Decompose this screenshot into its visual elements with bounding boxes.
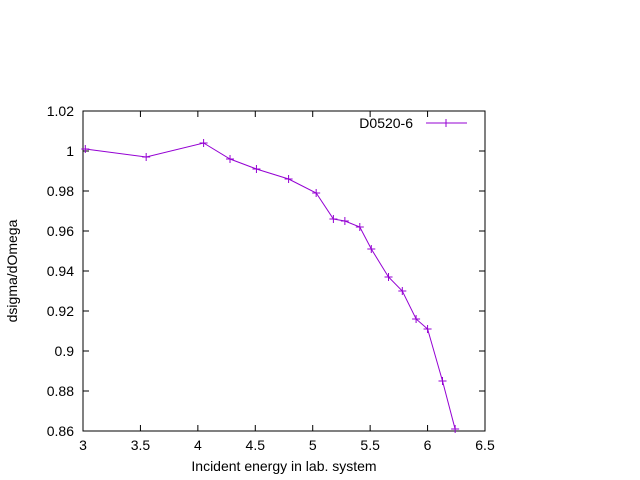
x-tick-label: 4 [194,437,202,453]
y-tick-label: 0.88 [47,383,74,399]
y-tick-label: 0.96 [47,223,74,239]
data-point [412,315,421,323]
x-tick-label: 6.5 [475,437,495,453]
data-point [423,325,432,333]
data-point [367,245,376,253]
y-axis-label: dsigma/dOmega [4,219,20,322]
data-point [398,287,407,295]
data-point [384,273,393,281]
x-tick-label: 3.5 [131,437,151,453]
ticks-layer: 3 3.5 4 4.5 5 5.5 6 6.5 0.86 0.88 0.9 0.92 0.94 0.96 0… [47,103,495,453]
legend-marker [442,119,450,127]
x-axis-label: Incident energy in lab. system [191,458,376,474]
data-point [252,165,261,173]
x-tick-label: 6 [424,437,432,453]
data-point [81,145,90,153]
y-tick-label: 0.9 [55,343,75,359]
legend-label: D0520-6 [359,115,413,131]
data-point [340,217,349,225]
y-tick-label: 1.02 [47,103,74,119]
y-tick-label: 0.86 [47,423,74,439]
plot-frame [82,110,486,432]
x-tick-label: 5 [309,437,317,453]
data-point [329,215,338,223]
x-tick-label: 5.5 [360,437,380,453]
y-tick-label: 0.94 [47,263,74,279]
y-tick-label: 0.98 [47,183,74,199]
data-point [199,139,208,147]
legend: D0520-6 [359,115,467,131]
data-point [312,189,321,197]
y-tick-label: 0.92 [47,303,74,319]
data-point [142,153,151,161]
data-point [438,377,447,385]
y-tick-label: 1 [66,143,74,159]
series-line [85,142,456,430]
data-point [226,155,235,163]
data-point [284,175,293,183]
series-layer [81,139,460,433]
x-tick-label: 4.5 [246,437,266,453]
data-point [451,425,460,433]
x-tick-label: 3 [79,437,87,453]
data-point [355,223,364,231]
